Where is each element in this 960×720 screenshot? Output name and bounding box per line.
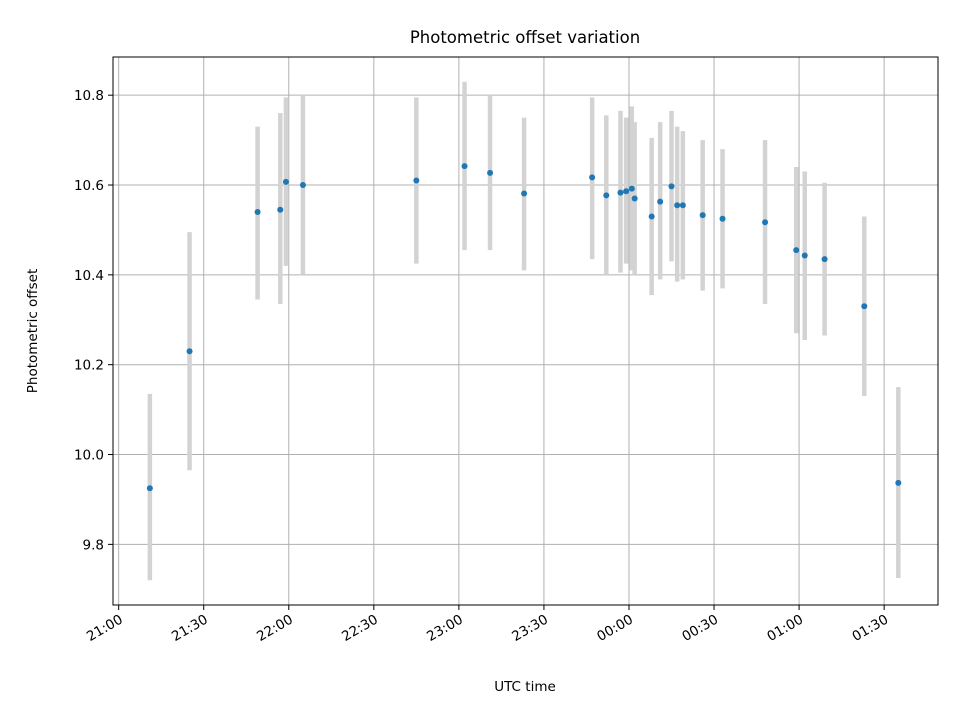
data-point — [895, 479, 902, 486]
data-point — [617, 189, 624, 196]
y-axis-ticks: 9.8 10.0 10.2 10.4 10.6 10.8 — [74, 88, 113, 553]
x-tick-label: 22:30 — [339, 612, 381, 645]
data-point — [762, 219, 769, 226]
data-point — [603, 192, 610, 199]
data-point — [648, 213, 655, 220]
data-point — [186, 348, 193, 355]
data-point — [623, 188, 630, 195]
x-tick-label: 23:30 — [509, 612, 551, 645]
x-tick-label: 22:00 — [254, 612, 296, 645]
data-point — [821, 256, 828, 263]
x-tick-label: 01:30 — [849, 612, 891, 645]
data-point — [657, 198, 664, 205]
data-point — [521, 190, 528, 197]
data-point — [589, 174, 596, 181]
data-point — [631, 195, 638, 202]
data-point — [282, 178, 289, 185]
data-point — [299, 182, 306, 189]
chart-title: Photometric offset variation — [410, 28, 640, 47]
x-axis-label: UTC time — [494, 679, 556, 695]
y-tick-label: 10.4 — [74, 268, 104, 284]
data-point — [413, 177, 420, 184]
y-tick-label: 10.0 — [74, 448, 104, 464]
data-point — [861, 303, 868, 310]
x-tick-label: 00:00 — [594, 612, 636, 645]
data-point — [254, 208, 261, 215]
data-point — [679, 202, 686, 209]
x-tick-label: 21:00 — [84, 612, 126, 645]
y-tick-label: 10.6 — [74, 178, 104, 194]
y-tick-label: 9.8 — [83, 537, 104, 553]
x-axis-ticks: 21:00 21:30 22:00 22:30 23:00 23:30 00:00 00:30… — [84, 605, 891, 645]
data-points — [146, 163, 902, 492]
data-point — [801, 252, 808, 259]
y-tick-label: 10.8 — [74, 88, 104, 104]
data-point — [461, 163, 468, 170]
data-point — [699, 212, 706, 219]
data-point — [146, 485, 153, 492]
x-tick-label: 00:30 — [679, 612, 721, 645]
grid — [113, 57, 938, 605]
data-point — [668, 183, 675, 190]
plot-frame — [112, 56, 939, 606]
data-point — [793, 247, 800, 254]
x-tick-label: 01:00 — [764, 612, 806, 645]
data-point — [277, 206, 284, 213]
data-point — [719, 215, 726, 222]
data-point — [487, 169, 494, 176]
data-point — [628, 185, 635, 192]
y-axis-label: Photometric offset — [25, 269, 41, 393]
y-tick-label: 10.2 — [74, 358, 104, 374]
x-tick-label: 23:00 — [424, 612, 466, 645]
error-bars — [147, 81, 901, 581]
data-point — [674, 202, 681, 209]
x-tick-label: 21:30 — [169, 612, 211, 645]
